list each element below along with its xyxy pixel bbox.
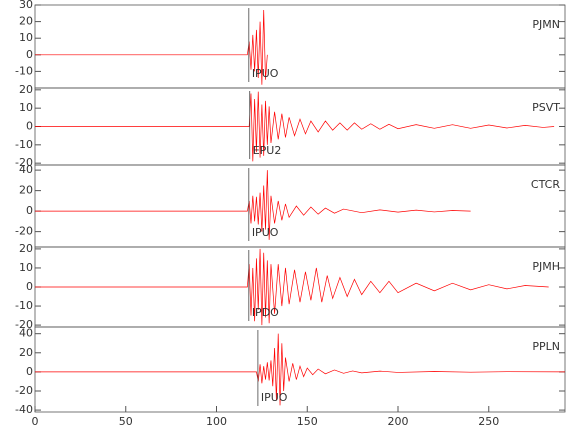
y-tick-label: 10 [19, 261, 33, 274]
y-tick-label: -20 [15, 384, 33, 397]
panel-frame [34, 326, 566, 413]
y-tick-label: -20 [15, 156, 33, 169]
station-label: PPLN [532, 340, 560, 353]
x-tick-label: 250 [478, 415, 499, 428]
y-tick-label: -10 [15, 299, 33, 312]
waveform [35, 91, 555, 162]
y-tick-label: 40 [19, 327, 33, 340]
pick-label: IPUO [261, 391, 288, 404]
y-tick-label: 20 [19, 15, 33, 28]
pick-label: EPU2 [253, 144, 282, 157]
y-tick-label: 30 [19, 0, 33, 11]
station-label: PSVT [532, 101, 560, 114]
x-tick-label: 100 [206, 415, 227, 428]
x-tick-label: 200 [388, 415, 409, 428]
y-tick-label: -20 [15, 318, 33, 331]
y-tick-label: -10 [15, 138, 33, 151]
y-tick-label: 0 [26, 365, 33, 378]
waveform [35, 333, 566, 406]
waveform [35, 9, 268, 85]
y-tick-label: 20 [19, 242, 33, 255]
waveform [35, 248, 549, 326]
y-tick-label: 0 [26, 48, 33, 61]
y-tick-label: 10 [19, 101, 33, 114]
y-tick-label: -20 [15, 225, 33, 238]
y-tick-label: 0 [26, 204, 33, 217]
pick-label: IPDO [252, 306, 279, 319]
x-tick-label: 150 [297, 415, 318, 428]
panel-frame [34, 4, 566, 89]
x-tick-label: 0 [32, 415, 39, 428]
panel-frame [34, 164, 566, 248]
y-tick-label: 0 [26, 120, 33, 133]
y-tick-label: 40 [19, 163, 33, 176]
station-label: CTCR [531, 178, 560, 191]
y-tick-label: -40 [15, 403, 33, 416]
pick-label: IPUO [252, 67, 279, 80]
y-tick-label: -10 [15, 64, 33, 77]
y-tick-label: 0 [26, 280, 33, 293]
x-tick-label: 50 [119, 415, 133, 428]
y-tick-label: 20 [19, 184, 33, 197]
y-tick-label: 20 [19, 346, 33, 359]
pick-label: IPUO [252, 226, 279, 239]
waveform [35, 170, 471, 240]
y-tick-label: 20 [19, 83, 33, 96]
station-label: PJMH [532, 260, 560, 273]
station-label: PJMN [532, 18, 560, 31]
y-tick-label: 10 [19, 31, 33, 44]
